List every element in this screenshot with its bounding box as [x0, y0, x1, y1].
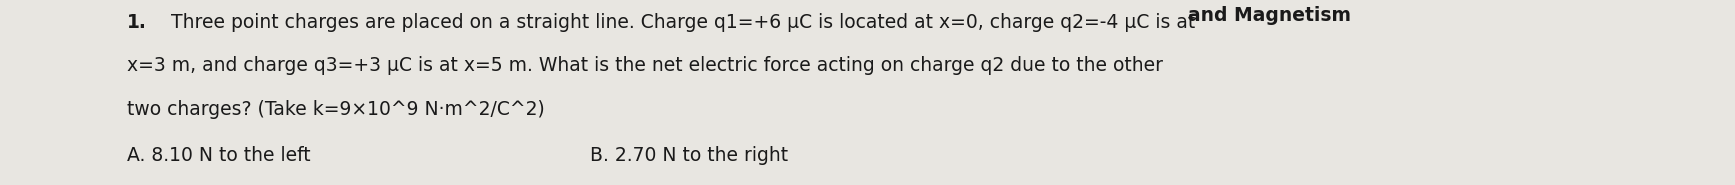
- Text: x=3 m, and charge q3=+3 μC is at x=5 m. What is the net electric force acting on: x=3 m, and charge q3=+3 μC is at x=5 m. …: [127, 56, 1162, 75]
- Text: two charges? (Take k=9×10^9 N·m^2/C^2): two charges? (Take k=9×10^9 N·m^2/C^2): [127, 100, 545, 119]
- Text: 1.: 1.: [127, 13, 146, 32]
- Text: A. 8.10 N to the left: A. 8.10 N to the left: [127, 146, 311, 164]
- Text: Three point charges are placed on a straight line. Charge q1=+6 μC is located at: Three point charges are placed on a stra…: [165, 13, 1195, 32]
- Text: and Magnetism: and Magnetism: [1188, 6, 1352, 25]
- Text: B. 2.70 N to the right: B. 2.70 N to the right: [590, 146, 788, 164]
